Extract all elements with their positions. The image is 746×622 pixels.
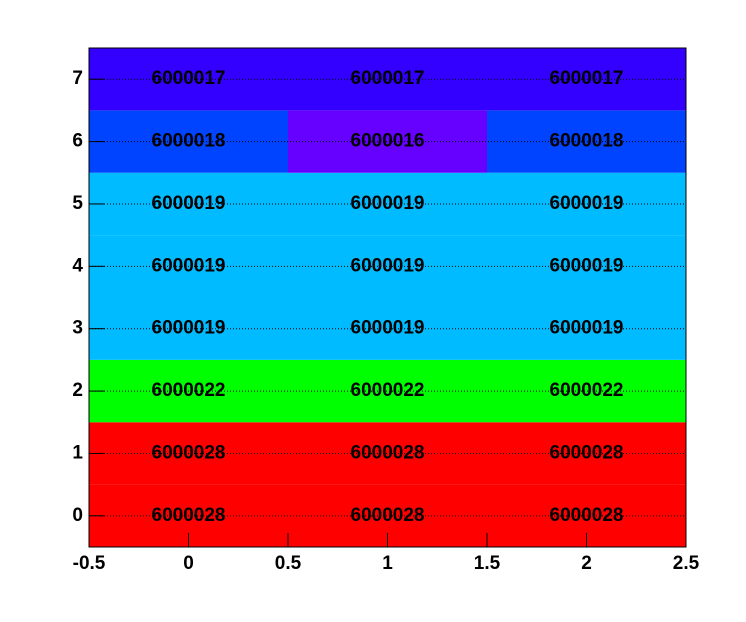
y-tick-label: 2 <box>72 380 83 401</box>
cell-label: 6000016 <box>351 131 425 152</box>
cell-label: 6000028 <box>351 442 425 463</box>
cell <box>487 422 686 485</box>
cell-label: 6000028 <box>550 505 624 526</box>
cell-label: 6000019 <box>152 193 226 214</box>
x-tick-label: 0 <box>183 553 194 574</box>
cell <box>487 110 686 173</box>
x-tick-label: 1 <box>382 553 393 574</box>
cell <box>487 359 686 423</box>
cell <box>487 48 686 111</box>
cell <box>487 172 686 236</box>
x-tick-label: 2 <box>581 553 592 574</box>
cell-label: 6000019 <box>550 318 624 339</box>
cell <box>288 110 487 173</box>
y-tick-label: 4 <box>72 255 83 276</box>
cell-label: 6000019 <box>351 255 425 276</box>
cell-label: 6000019 <box>351 193 425 214</box>
cell-label: 6000028 <box>550 442 624 463</box>
cell <box>288 359 487 423</box>
cell-label: 6000019 <box>550 255 624 276</box>
y-tick-label: 5 <box>72 193 83 214</box>
x-tick-label: 2.5 <box>673 553 700 574</box>
x-tick-label: 0.5 <box>275 553 302 574</box>
cell-label: 6000028 <box>351 505 425 526</box>
cell-label: 6000019 <box>152 318 226 339</box>
cell-label: 6000022 <box>550 380 624 401</box>
cell-label: 6000018 <box>152 131 226 152</box>
y-tick-label: 3 <box>72 318 83 339</box>
cell <box>487 297 686 360</box>
cell-label: 6000017 <box>152 68 226 89</box>
cell <box>288 422 487 485</box>
cell-label: 6000022 <box>351 380 425 401</box>
cell-label: 6000028 <box>152 505 226 526</box>
cell <box>288 297 487 360</box>
cell <box>288 172 487 236</box>
cell-label: 6000028 <box>152 442 226 463</box>
cell <box>487 235 686 298</box>
cell <box>288 235 487 298</box>
cell-label: 6000018 <box>550 131 624 152</box>
cell-label: 6000019 <box>351 318 425 339</box>
cell-label: 6000017 <box>351 68 425 89</box>
cell-label: 6000019 <box>550 193 624 214</box>
cell-label: 6000019 <box>152 255 226 276</box>
y-tick-label: 0 <box>72 505 83 526</box>
y-tick-label: 1 <box>72 442 83 463</box>
cell-label: 6000022 <box>152 380 226 401</box>
cell <box>288 48 487 111</box>
x-tick-label: -0.5 <box>73 553 106 574</box>
x-tick-label: 1.5 <box>474 553 501 574</box>
y-tick-label: 6 <box>72 131 83 152</box>
cell-label: 6000017 <box>550 68 624 89</box>
y-tick-label: 7 <box>72 68 83 89</box>
